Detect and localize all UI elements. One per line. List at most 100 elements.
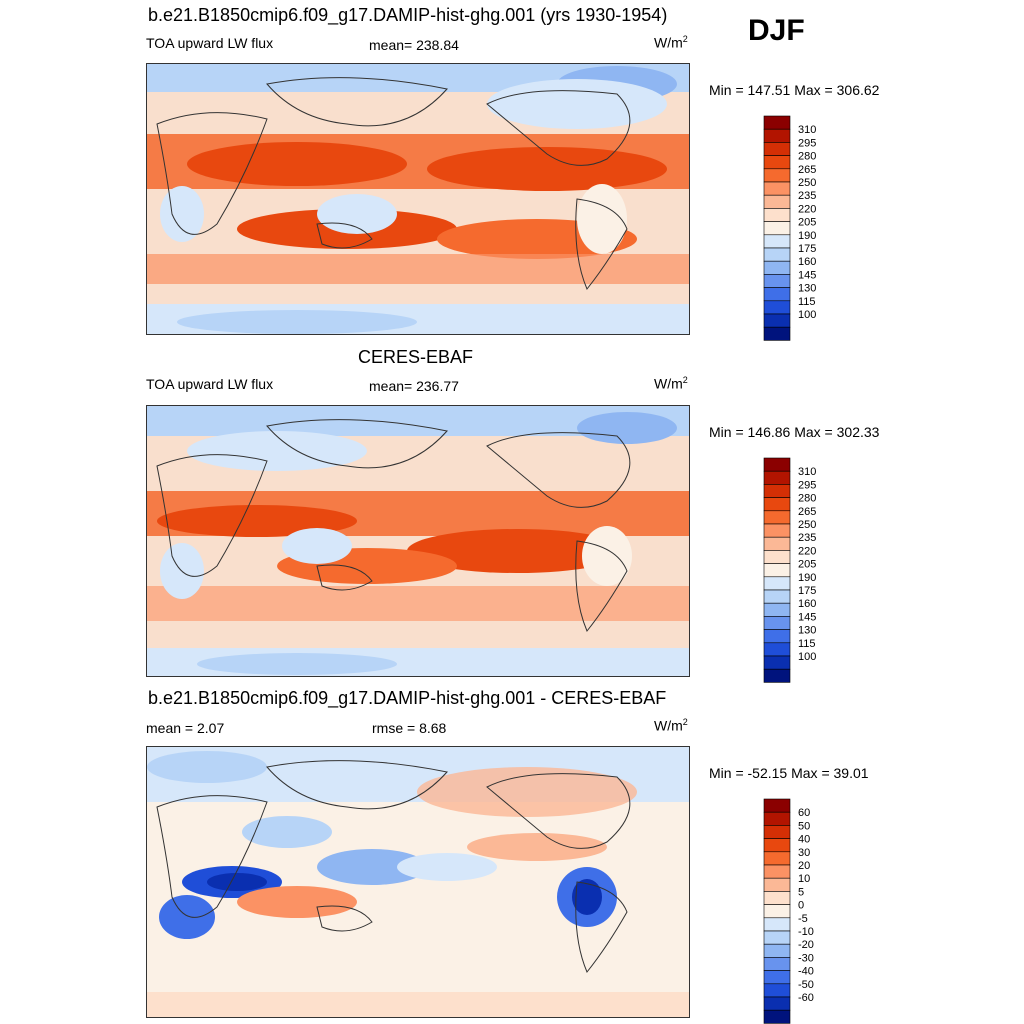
season-label: DJF: [748, 14, 805, 47]
colorbar-box: [763, 208, 791, 222]
colorbar-box: [763, 313, 791, 328]
panel1-variable-label: TOA upward LW flux: [146, 35, 274, 51]
colorbar-box: [763, 616, 791, 630]
colorbar-tick-label: 115: [798, 638, 816, 650]
colorbar-box: [763, 234, 791, 249]
colorbar-tick-label: 100: [798, 651, 816, 663]
panel2-colorbar-labels: 3102952802652502352202051901751601451301…: [798, 466, 816, 663]
colorbar-tick-label: 160: [798, 598, 816, 610]
panel3-map: [146, 746, 690, 1018]
colorbar-tick-label: 145: [798, 611, 816, 623]
colorbar-box: [763, 563, 791, 578]
panel3-colorbar-boxes: [763, 798, 791, 1024]
colorbar-tick-label: 115: [798, 296, 816, 308]
colorbar-box: [763, 864, 791, 879]
panel2-map: [146, 405, 690, 677]
colorbar-box: [763, 668, 791, 683]
colorbar-box: [763, 825, 791, 839]
colorbar-tick-label: 190: [798, 572, 816, 584]
colorbar-tick-label: 205: [798, 217, 816, 229]
panel2-minmax: Min = 146.86 Max = 302.33: [709, 424, 880, 440]
colorbar-tick-label: 5: [798, 886, 804, 898]
colorbar-tick-label: 280: [798, 151, 816, 163]
colorbar-box: [763, 300, 791, 315]
panel1-colorbar-boxes: [763, 115, 791, 341]
colorbar-box: [763, 943, 791, 958]
colorbar-tick-label: 265: [798, 506, 816, 518]
colorbar-box: [763, 629, 791, 644]
colorbar-tick-label: 310: [798, 466, 816, 478]
colorbar-tick-label: 250: [798, 519, 816, 531]
panel1-colorbar-labels: 3102952802652502352202051901751601451301…: [798, 124, 816, 321]
colorbar-box: [763, 470, 791, 485]
colorbar-box: [763, 983, 791, 998]
panel3-mean-label: mean = 2.07: [146, 720, 225, 736]
colorbar-tick-label: 0: [798, 900, 804, 912]
colorbar-box: [763, 128, 791, 143]
colorbar-box: [763, 589, 791, 604]
colorbar-tick-label: 235: [798, 190, 816, 202]
colorbar-tick-label: 295: [798, 479, 816, 491]
colorbar-box: [763, 1009, 791, 1024]
colorbar-box: [763, 194, 791, 209]
colorbar-tick-label: 190: [798, 230, 816, 242]
colorbar-tick-label: 310: [798, 124, 816, 136]
colorbar-tick-label: 40: [798, 834, 810, 846]
colorbar-box: [763, 970, 791, 985]
colorbar-box: [763, 655, 791, 670]
panel2-title: CERES-EBAF: [358, 347, 474, 367]
panel2-mean-label: mean= 236.77: [369, 378, 459, 394]
colorbar-tick-label: 10: [798, 873, 810, 885]
colorbar-tick-label: 130: [798, 625, 816, 637]
colorbar-tick-label: -60: [798, 992, 814, 1004]
colorbar-box: [763, 484, 791, 498]
colorbar-box: [763, 181, 791, 196]
colorbar-box: [763, 523, 791, 538]
colorbar-box: [763, 260, 791, 275]
panel3-rmse-label: rmse = 8.68: [372, 720, 447, 736]
panel2-colorbar-boxes: [763, 457, 791, 683]
colorbar-box: [763, 274, 791, 288]
colorbar-box: [763, 142, 791, 156]
colorbar-tick-label: -30: [798, 952, 814, 964]
colorbar-box: [763, 602, 791, 617]
colorbar-tick-label: -50: [798, 979, 814, 991]
colorbar-tick-label: 295: [798, 137, 816, 149]
colorbar-tick-label: 220: [798, 545, 816, 557]
colorbar-tick-label: 20: [798, 860, 810, 872]
colorbar-tick-label: 175: [798, 585, 816, 597]
colorbar-tick-label: -5: [798, 913, 808, 925]
colorbar-tick-label: 250: [798, 177, 816, 189]
colorbar-tick-label: 280: [798, 493, 816, 505]
colorbar-tick-label: 130: [798, 283, 816, 295]
colorbar-box: [763, 917, 791, 932]
panel1-minmax: Min = 147.51 Max = 306.62: [709, 82, 880, 98]
panel1-map: [146, 63, 690, 335]
colorbar-box: [763, 168, 791, 183]
colorbar-box: [763, 957, 791, 971]
colorbar-box: [763, 891, 791, 905]
colorbar-box: [763, 798, 791, 813]
colorbar-tick-label: 265: [798, 164, 816, 176]
colorbar-box: [763, 287, 791, 302]
panel2-colorbar: 3102952802652502352202051901751601451301…: [763, 457, 816, 683]
panel1-units: W/m2: [654, 34, 688, 51]
colorbar-tick-label: 175: [798, 243, 816, 255]
colorbar-box: [763, 536, 791, 551]
panel2-variable-label: TOA upward LW flux: [146, 376, 274, 392]
panel1-colorbar: 3102952802652502352202051901751601451301…: [763, 115, 816, 341]
panel3-units: W/m2: [654, 717, 688, 734]
colorbar-box: [763, 838, 791, 853]
colorbar-box: [763, 155, 791, 170]
colorbar-tick-label: 60: [798, 807, 810, 819]
colorbar-box: [763, 904, 791, 919]
panel2-units: W/m2: [654, 375, 688, 392]
colorbar-tick-label: 50: [798, 820, 810, 832]
colorbar-box: [763, 550, 791, 564]
colorbar-box: [763, 877, 791, 892]
colorbar-tick-label: -10: [798, 926, 814, 938]
colorbar-tick-label: 220: [798, 203, 816, 215]
colorbar-box: [763, 457, 791, 472]
